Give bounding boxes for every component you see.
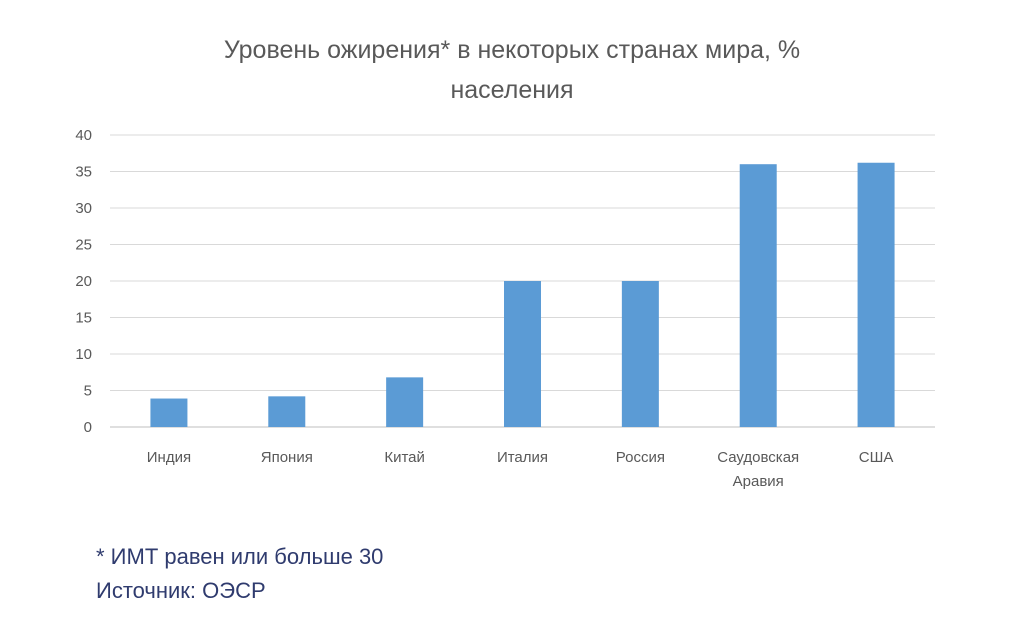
x-category-label-line: Италия (497, 449, 548, 466)
y-tick-label: 40 (75, 127, 92, 144)
x-category-label-line: Китай (384, 449, 425, 466)
bar (268, 396, 306, 427)
x-category-label: Китай (384, 449, 425, 466)
x-category-label-line: Япония (261, 449, 313, 466)
chart-title-line-1: Уровень ожирения* в некоторых странах ми… (223, 36, 801, 64)
y-tick-label: 5 (84, 383, 92, 400)
bar (739, 164, 777, 427)
chart-notes: * ИМТ равен или больше 30 Источник: ОЭСР (96, 540, 383, 608)
x-category-label-line: Аравия (733, 473, 784, 490)
y-tick-label: 20 (75, 273, 92, 290)
x-category-label: Италия (497, 449, 548, 466)
x-category-label: Россия (616, 449, 665, 466)
bar (504, 281, 541, 427)
y-tick-label: 30 (75, 200, 92, 217)
chart-title: Уровень ожирения* в некоторых странах ми… (0, 30, 1024, 110)
y-tick-label: 25 (75, 237, 92, 254)
x-category-label: Саудовская Аравия (717, 449, 799, 490)
x-category-label-line: США (859, 449, 894, 466)
bar (857, 162, 895, 428)
bar (386, 377, 424, 427)
x-category-label-line: Индия (147, 449, 191, 466)
x-category-label: Индия (147, 449, 191, 466)
x-category-label-line: Саудовская (717, 449, 799, 466)
chart-title-line-2: населения (450, 76, 574, 104)
source-note: Источник: ОЭСР (96, 578, 266, 603)
x-axis-categories: Индия Япония Китай Италия Россия Саудовская Ар… (147, 449, 894, 490)
y-tick-label: 0 (84, 419, 92, 436)
bars (150, 162, 895, 428)
y-tick-label: 10 (75, 346, 92, 363)
bar (621, 281, 659, 427)
footnote: * ИМТ равен или больше 30 (96, 544, 384, 569)
y-tick-label: 15 (75, 310, 92, 327)
y-tick-label: 35 (75, 164, 92, 181)
x-category-label-line: Россия (616, 449, 665, 466)
y-axis-ticks: 0 5 10 15 20 25 30 35 40 (75, 127, 92, 436)
bar (150, 398, 188, 427)
x-category-label: Япония (261, 449, 313, 466)
x-category-label: США (859, 449, 894, 466)
